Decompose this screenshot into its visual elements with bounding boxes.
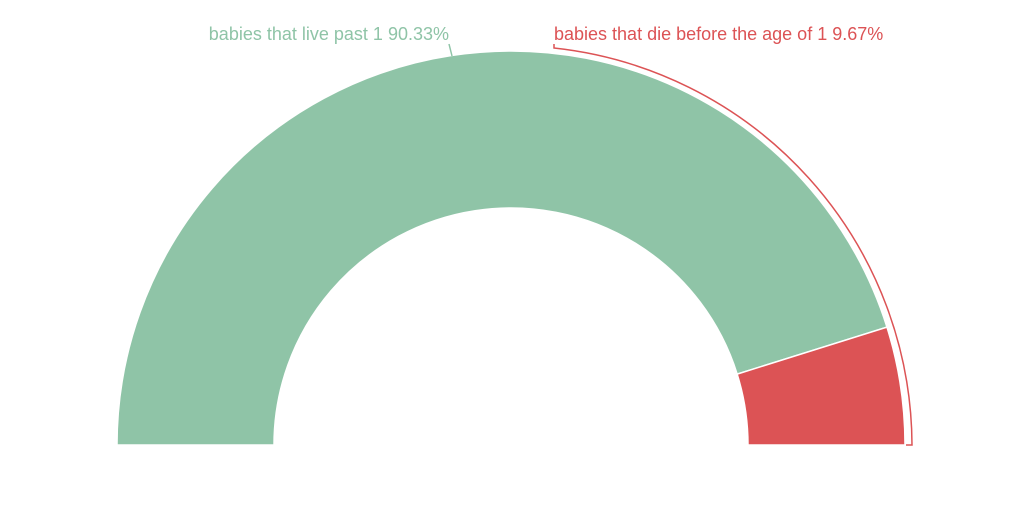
- slice-label-percent: 9.67%: [832, 24, 883, 44]
- slices-layer: [116, 50, 906, 446]
- slice-live-past-1: [116, 50, 888, 446]
- slice-label-live-past-1: babies that live past 1 90.33%: [209, 24, 449, 44]
- slice-label-percent: 90.33%: [388, 24, 449, 44]
- bracket-layer: [448, 43, 913, 446]
- slice-label-name: babies that live past 1: [209, 24, 383, 44]
- labels-layer: babies that live past 1 90.33% babies th…: [209, 24, 883, 44]
- slice-label-die-before-1: babies that die before the age of 1 9.67…: [554, 24, 883, 44]
- slice-label-name: babies that die before the age of 1: [554, 24, 827, 44]
- slice-die-before-1: [736, 326, 906, 446]
- leader-live-past-1: [448, 43, 453, 57]
- bracket-die-before-1: [553, 44, 913, 446]
